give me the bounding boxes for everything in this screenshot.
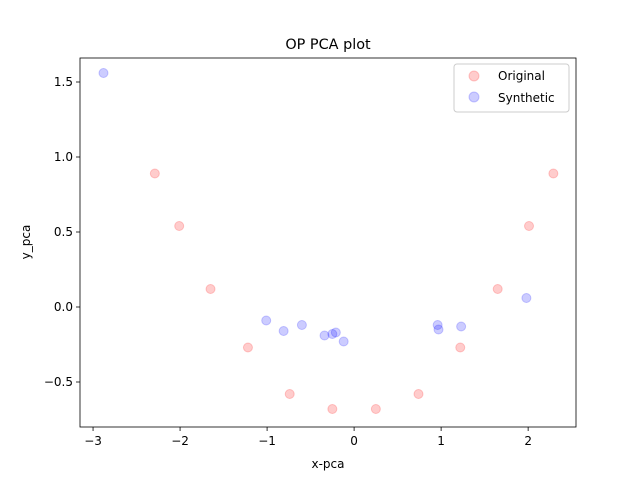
legend-marker-original [468,70,480,82]
point-synthetic [261,315,272,326]
point-original [413,389,424,399]
x-axis-ticks: −3 −2 −1 0 1 2 [84,427,532,448]
point-synthetic [433,324,444,335]
point-synthetic [330,327,341,338]
point-synthetic [319,330,330,341]
point-original [149,168,160,179]
point-synthetic [338,336,349,347]
point-synthetic [432,320,443,330]
point-original [284,389,295,399]
point-original [205,284,216,294]
point-original [370,404,381,414]
point-synthetic [327,329,338,339]
x-tick-label: 2 [524,434,532,448]
point-synthetic [278,326,289,336]
point-original [455,342,466,353]
x-tick-label: −3 [84,434,102,448]
legend-box [453,63,570,113]
point-synthetic [521,293,532,303]
y-tick-label: 1.5 [54,75,73,89]
point-synthetic [98,68,109,78]
legend-label-synthetic: Synthetic [498,91,555,105]
point-original [242,342,253,353]
x-tick-label: 1 [437,434,445,448]
y-tick-label: −0.5 [44,375,73,389]
point-original [327,404,338,414]
point-original [524,221,535,231]
x-axis-label: x-pca [312,457,345,471]
point-synthetic [456,321,467,332]
point-original [492,284,503,294]
points-layer [98,68,559,414]
legend: Original Synthetic [453,63,570,113]
point-synthetic [296,320,307,330]
x-tick-label: 0 [350,434,358,448]
legend-marker-synthetic [468,91,480,103]
y-axis-label: y_pca [19,225,33,260]
point-original [548,168,559,179]
legend-label-original: Original [498,69,545,83]
y-axis-ticks: −0.5 0.0 0.5 1.0 1.5 [44,75,80,389]
chart-title: OP PCA plot [285,37,371,53]
plot-frame [79,57,577,428]
y-tick-label: 0.5 [54,225,73,239]
y-tick-label: 0.0 [54,300,73,314]
point-original [174,221,185,231]
y-tick-label: 1.0 [54,150,73,164]
x-tick-label: −1 [258,434,276,448]
x-tick-label: −2 [171,434,189,448]
